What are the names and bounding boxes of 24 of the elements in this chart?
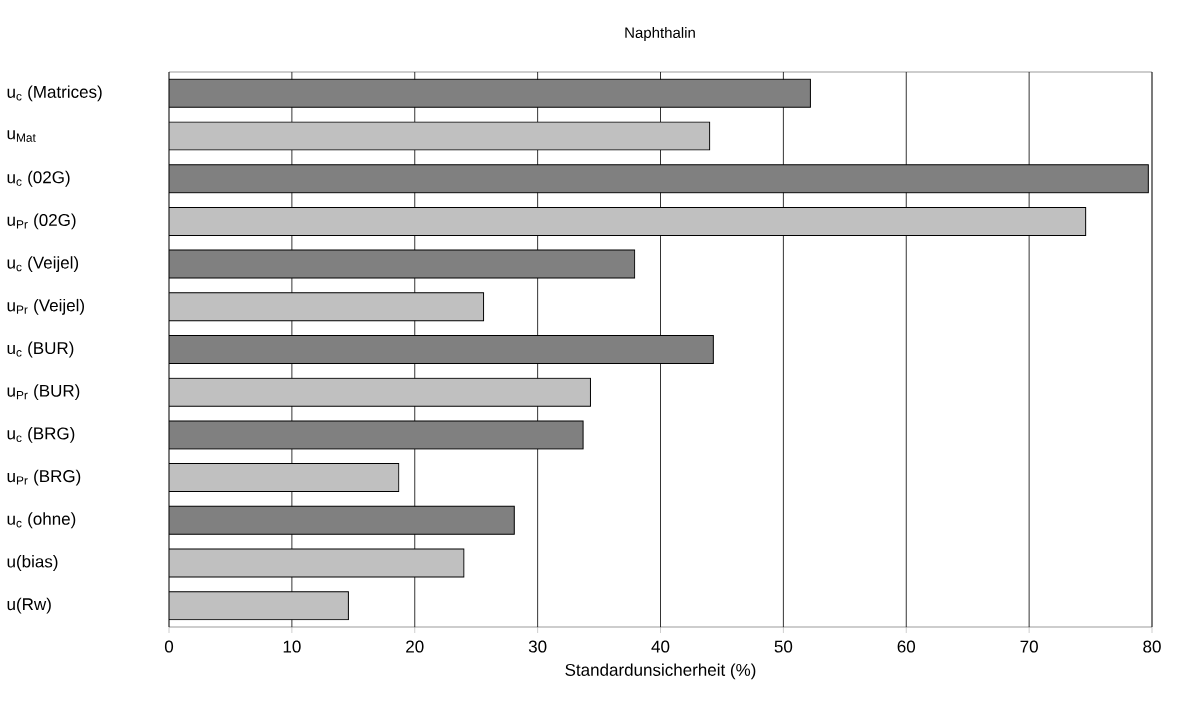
x-tick-label: 10 [283, 640, 301, 653]
x-tick-label: 20 [406, 640, 424, 653]
y-tick-label: u$_{Mat}$ [7, 130, 36, 142]
y-tick-label: u$_{Pr}$ (Veijel) [7, 298, 85, 315]
x-tick-label: 80 [1143, 640, 1161, 653]
y-tick-label: u$_{c}$ (ohne) [7, 512, 76, 529]
y-tick-label: u$_{c}$ (BRG) [7, 426, 75, 443]
x-tick-label: 70 [1020, 640, 1038, 653]
x-axis-title: Standardunsicherheit (%) [565, 663, 756, 680]
y-tick-label: u$_{c}$ (Veijel) [7, 256, 79, 273]
x-tick-label: 30 [528, 640, 547, 653]
y-tick-label: u$_{c}$ (Matrices) [7, 85, 102, 102]
x-tick-label: 0 [164, 640, 174, 653]
y-tick-label: u(Rw) [7, 597, 51, 614]
y-tick-label: u$_{Pr}$ (BRG) [7, 469, 81, 486]
y-tick-label: u$_{Pr}$ (BUR) [7, 384, 80, 401]
y-tick-label: u$_{c}$ (BUR) [7, 341, 74, 358]
x-tick-label: 60 [897, 640, 916, 653]
y-tick-label: u(bias) [7, 555, 58, 571]
chart-title: Naphthalin [625, 27, 695, 41]
x-tick-label: 40 [651, 640, 670, 653]
y-tick-label: u$_{Pr}$ (02G) [7, 213, 76, 230]
y-tick-label: u$_{c}$ (02G) [7, 170, 70, 187]
x-tick-label: 50 [774, 640, 793, 653]
